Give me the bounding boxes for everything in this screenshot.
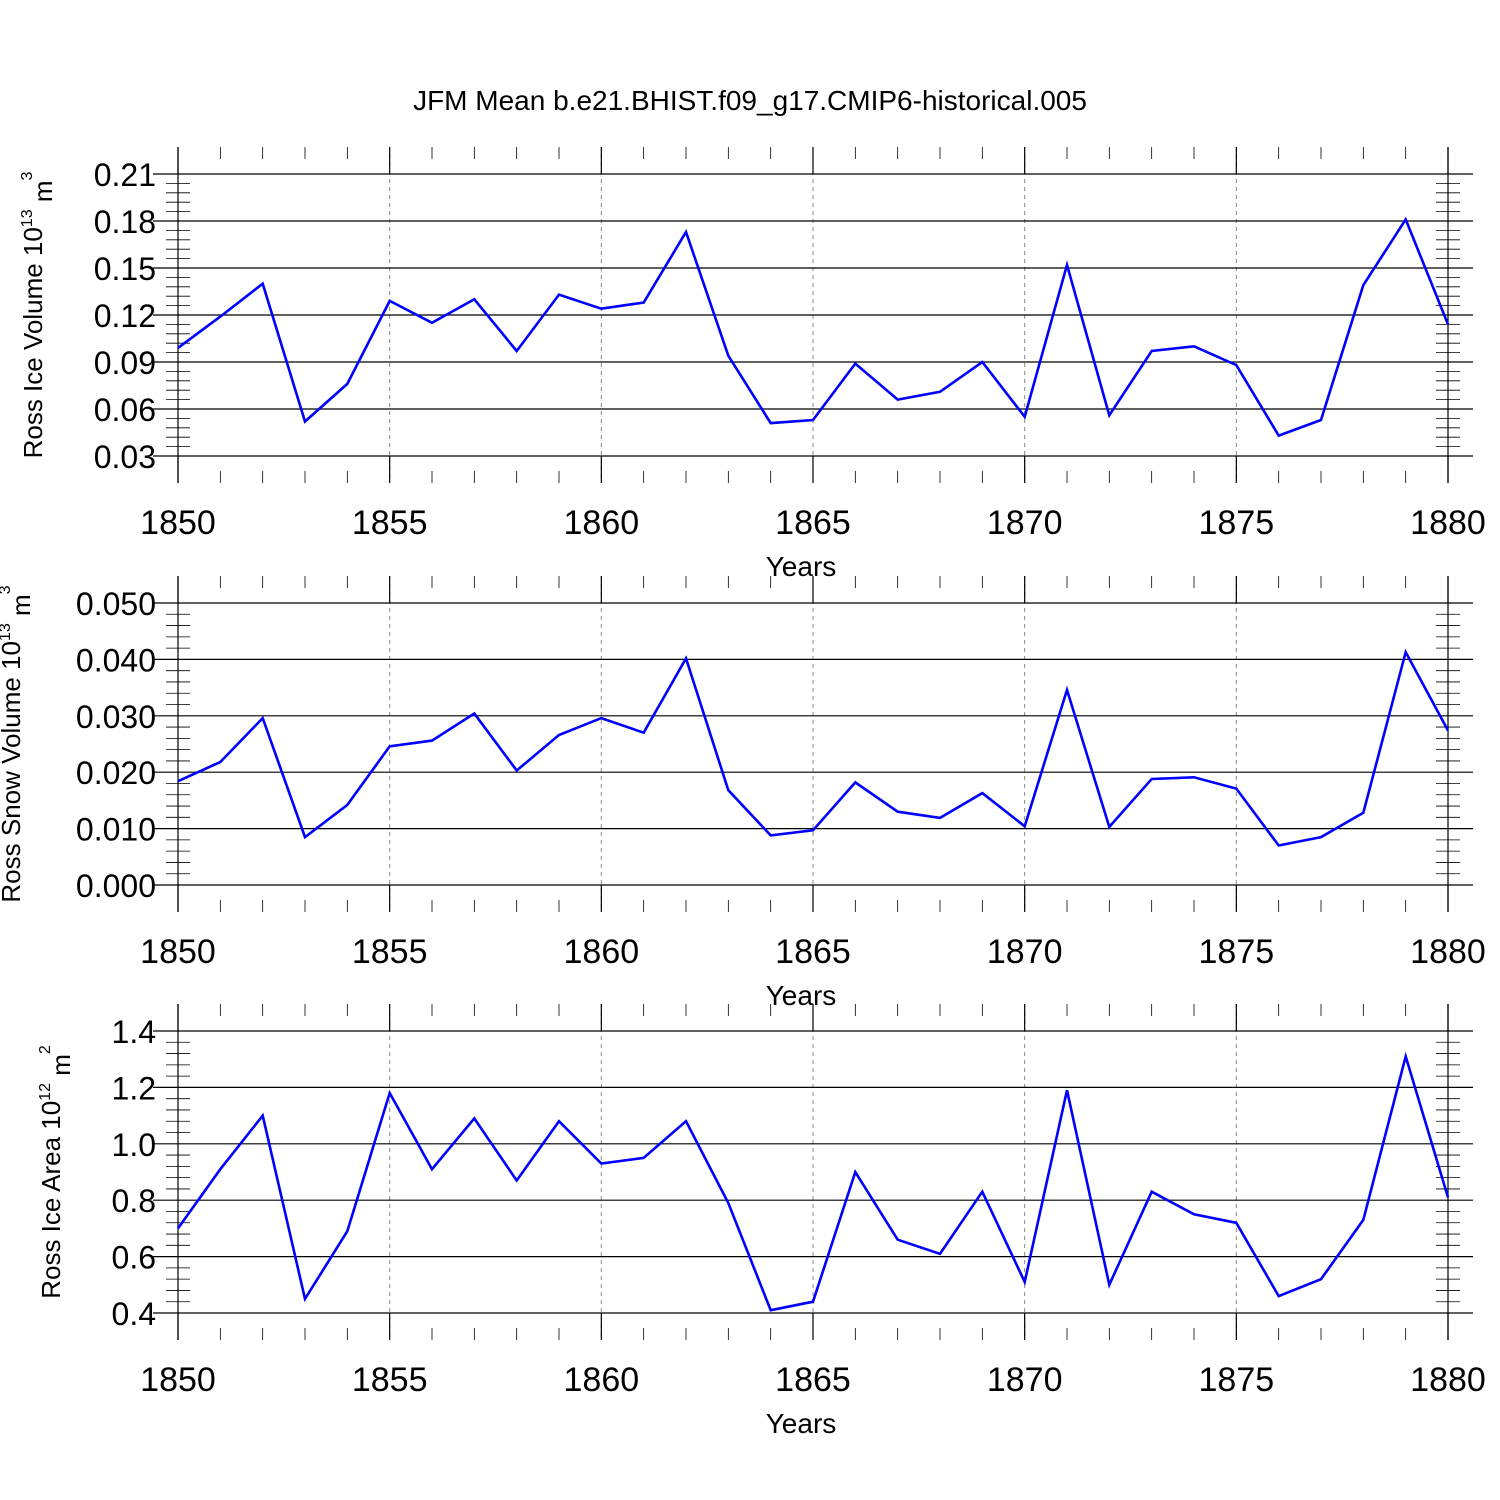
y-axis-label: Ross Ice Volume 1013 m3 bbox=[18, 171, 58, 458]
x-tick-label: 1870 bbox=[987, 1361, 1063, 1399]
ross-ice-area-panel: 1850 1855 1860 1865 1870 1875 1880 0.4 0.6 0.8 1.0… bbox=[36, 1004, 1486, 1439]
x-tick-label: 1870 bbox=[987, 933, 1063, 971]
y-tick-label: 0.040 bbox=[76, 642, 156, 678]
x-axis-label: Years bbox=[766, 980, 837, 1011]
x-tick-label: 1865 bbox=[775, 1361, 851, 1399]
figure-title: JFM Mean b.e21.BHIST.f09_g17.CMIP6-histo… bbox=[413, 85, 1087, 116]
x-tick-label: 1860 bbox=[564, 933, 640, 971]
y-tick-label: 0.6 bbox=[112, 1240, 156, 1276]
x-tick-label: 1860 bbox=[564, 504, 640, 542]
y-axis-label: Ross Snow Volume 1013 m3 bbox=[0, 585, 36, 902]
x-tick-label: 1855 bbox=[352, 933, 428, 971]
y-tick-label: 0.000 bbox=[76, 868, 156, 904]
y-tick-label: 1.2 bbox=[112, 1070, 156, 1106]
x-tick-label: 1850 bbox=[140, 1361, 216, 1399]
y-tick-label: 0.8 bbox=[112, 1183, 156, 1219]
y-tick-label: 0.12 bbox=[94, 298, 156, 334]
x-tick-label: 1855 bbox=[352, 504, 428, 542]
x-tick-label: 1870 bbox=[987, 504, 1063, 542]
x-tick-label: 1880 bbox=[1410, 1361, 1486, 1399]
y-axis-label: Ross Ice Area 1012 m2 bbox=[36, 1045, 76, 1299]
y-tick-label: 0.030 bbox=[76, 699, 156, 735]
y-tick-label: 0.06 bbox=[94, 392, 156, 428]
x-axis-label: Years bbox=[766, 1408, 837, 1439]
ross-ice-volume-panel: 1850 1855 1860 1865 1870 1875 1880 0.03 0.06 0.09… bbox=[18, 147, 1486, 582]
x-tick-label: 1880 bbox=[1410, 933, 1486, 971]
x-axis-label: Years bbox=[766, 551, 837, 582]
y-tick-label: 0.03 bbox=[94, 439, 156, 475]
x-tick-label: 1875 bbox=[1199, 933, 1275, 971]
y-tick-label: 0.15 bbox=[94, 251, 156, 287]
y-tick-label: 1.4 bbox=[112, 1014, 156, 1050]
x-tick-label: 1865 bbox=[775, 504, 851, 542]
x-tick-label: 1865 bbox=[775, 933, 851, 971]
y-tick-label: 0.050 bbox=[76, 586, 156, 622]
x-tick-label: 1875 bbox=[1199, 504, 1275, 542]
ross-snow-volume-panel: 1850 1855 1860 1865 1870 1875 1880 0.000 0.010 0.… bbox=[0, 576, 1486, 1011]
y-tick-label: 0.4 bbox=[112, 1296, 156, 1332]
y-tick-label: 0.18 bbox=[94, 204, 156, 240]
x-tick-label: 1850 bbox=[140, 933, 216, 971]
y-tick-label: 0.09 bbox=[94, 345, 156, 381]
y-tick-label: 0.020 bbox=[76, 755, 156, 791]
x-tick-label: 1850 bbox=[140, 504, 216, 542]
x-tick-label: 1875 bbox=[1199, 1361, 1275, 1399]
y-tick-label: 0.21 bbox=[94, 157, 156, 193]
x-tick-label: 1855 bbox=[352, 1361, 428, 1399]
y-tick-label: 1.0 bbox=[112, 1127, 156, 1163]
x-tick-label: 1860 bbox=[564, 1361, 640, 1399]
y-tick-label: 0.010 bbox=[76, 812, 156, 848]
x-tick-label: 1880 bbox=[1410, 504, 1486, 542]
